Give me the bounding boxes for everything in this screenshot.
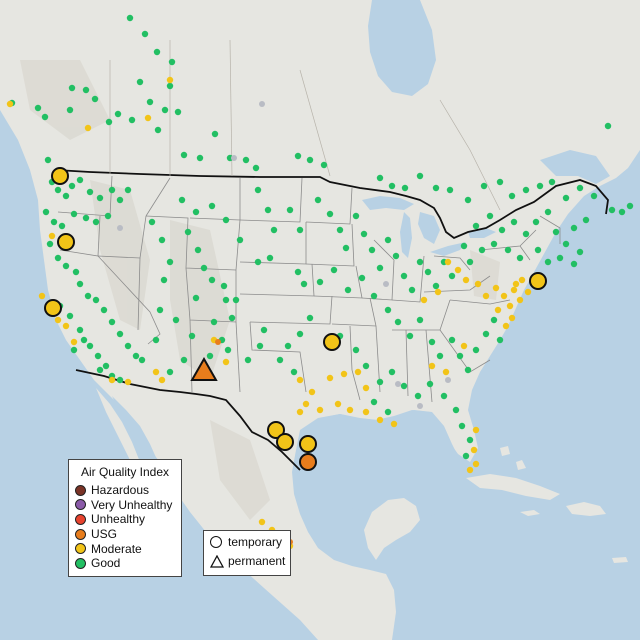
water-st-lawrence — [540, 150, 610, 184]
legend-item-hazardous: Hazardous — [69, 483, 181, 498]
large-markers — [44, 167, 547, 471]
land-puerto-rico — [612, 557, 628, 563]
legend-label: temporary — [228, 535, 283, 549]
legend-item-temporary: temporary — [204, 534, 290, 550]
legend-label: permanent — [228, 554, 286, 568]
water-lake-huron — [418, 212, 440, 244]
usg-swatch — [75, 528, 86, 540]
shape-legend: temporary permanent — [203, 530, 291, 576]
triangle-icon — [210, 554, 224, 568]
very-unhealthy-swatch — [75, 499, 86, 511]
land-yucatan — [364, 498, 420, 560]
legend-item-permanent: permanent — [204, 553, 290, 569]
moderate-swatch — [75, 543, 86, 555]
moderate-temporary-marker — [323, 333, 341, 351]
legend-item-usg: USG — [69, 527, 181, 542]
moderate-temporary-marker — [276, 433, 294, 451]
legend-label: USG — [91, 527, 118, 542]
water-gulf-mexico — [296, 410, 470, 518]
moderate-temporary-marker — [57, 233, 75, 251]
land-bahamas — [500, 446, 526, 470]
land-hispaniola — [566, 502, 606, 516]
moderate-temporary-marker — [529, 272, 547, 290]
water-lake-erie — [430, 242, 466, 256]
water-lake-michigan — [400, 212, 412, 258]
usg-temporary-marker — [299, 453, 317, 471]
moderate-stations — [6, 76, 532, 556]
legend-label: Good — [91, 556, 121, 571]
circle-icon — [210, 536, 222, 548]
legend-item-good: Good — [69, 556, 181, 571]
moderate-temporary-marker — [51, 167, 69, 185]
legend-item-very-unhealthy: Very Unhealthy — [69, 498, 181, 513]
good-stations — [8, 14, 634, 460]
nodata-stations — [117, 101, 451, 409]
legend-label: Hazardous — [91, 483, 150, 498]
aqi-legend: Air Quality Index Hazardous Very Unhealt… — [68, 459, 182, 577]
water-gulf-california — [112, 396, 162, 478]
us-mexico-border — [75, 369, 301, 471]
land-cuba — [466, 474, 560, 500]
hazardous-swatch — [75, 484, 86, 496]
water-hudson-bay — [368, 0, 436, 96]
good-swatch — [75, 557, 86, 569]
moderate-temporary-marker — [267, 421, 285, 439]
legend-item-unhealthy: Unhealthy — [69, 512, 181, 527]
legend-title: Air Quality Index — [80, 465, 170, 479]
legend-item-moderate: Moderate — [69, 541, 181, 556]
legend-label: Moderate — [91, 541, 142, 556]
state-boundaries — [57, 175, 561, 403]
legend-label: Unhealthy — [91, 512, 146, 527]
unhealthy-swatch — [75, 513, 86, 525]
us-border — [55, 169, 609, 240]
usg-permanent-marker — [190, 356, 218, 381]
land-jamaica — [520, 510, 540, 516]
water-lake-superior — [362, 196, 414, 210]
moderate-temporary-marker — [299, 435, 317, 453]
legend-label: Very Unhealthy — [91, 497, 173, 512]
moderate-temporary-marker — [44, 299, 62, 317]
